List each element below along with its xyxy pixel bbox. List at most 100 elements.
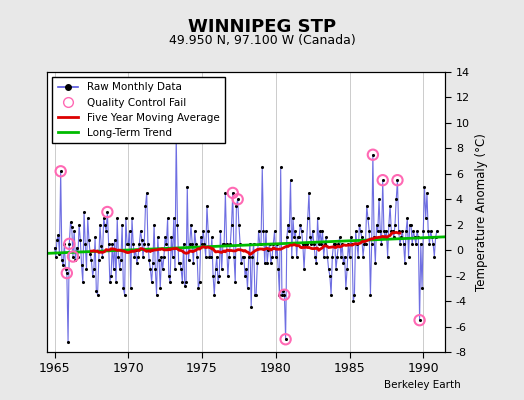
Point <box>106 279 114 285</box>
Point <box>129 241 137 247</box>
Point <box>230 253 238 260</box>
Point <box>143 190 151 196</box>
Point <box>294 234 302 241</box>
Point <box>119 285 127 292</box>
Point <box>273 241 281 247</box>
Point <box>274 266 282 272</box>
Point <box>226 241 235 247</box>
Point <box>310 241 318 247</box>
Point <box>95 257 103 264</box>
Point <box>305 190 313 196</box>
Point <box>74 253 82 260</box>
Legend: Raw Monthly Data, Quality Control Fail, Five Year Moving Average, Long-Term Tren: Raw Monthly Data, Quality Control Fail, … <box>52 77 225 143</box>
Point <box>249 241 258 247</box>
Point <box>288 253 296 260</box>
Point <box>263 260 271 266</box>
Point <box>303 215 312 222</box>
Point <box>335 234 344 241</box>
Point <box>216 228 225 234</box>
Point <box>373 222 381 228</box>
Point <box>178 279 187 285</box>
Point <box>331 241 339 247</box>
Point <box>247 304 255 311</box>
Point <box>118 222 126 228</box>
Point <box>163 215 172 222</box>
Point <box>284 222 292 228</box>
Point <box>177 266 185 272</box>
Point <box>268 253 276 260</box>
Point <box>222 241 231 247</box>
Point <box>337 253 345 260</box>
Point <box>256 241 264 247</box>
Point <box>350 292 358 298</box>
Point <box>202 253 210 260</box>
Point <box>322 234 330 241</box>
Point <box>250 292 259 298</box>
Point <box>423 190 431 196</box>
Point <box>71 257 80 264</box>
Point <box>389 234 398 241</box>
Point <box>82 266 91 272</box>
Point <box>307 241 315 247</box>
Point <box>306 234 314 241</box>
Point <box>253 260 261 266</box>
Point <box>252 292 260 298</box>
Point <box>377 241 386 247</box>
Point <box>136 228 145 234</box>
Point <box>231 279 239 285</box>
Point <box>353 241 361 247</box>
Point <box>341 253 349 260</box>
Point <box>406 222 414 228</box>
Point <box>155 257 163 264</box>
Point <box>333 253 342 260</box>
Point <box>394 177 402 183</box>
Point <box>266 241 274 247</box>
Point <box>346 234 355 241</box>
Point <box>360 241 368 247</box>
Point <box>416 317 424 323</box>
Point <box>357 234 366 241</box>
Point <box>309 228 317 234</box>
Point <box>280 292 289 298</box>
Point <box>75 222 83 228</box>
Point <box>189 260 198 266</box>
Point <box>165 272 173 279</box>
Point <box>86 251 94 257</box>
Point <box>179 241 188 247</box>
Point <box>398 228 407 234</box>
Point <box>101 222 109 228</box>
Point <box>239 253 248 260</box>
Point <box>376 228 385 234</box>
Point <box>378 177 387 183</box>
Point <box>362 241 370 247</box>
Point <box>290 234 298 241</box>
Point <box>385 222 393 228</box>
Point <box>173 222 182 228</box>
Point <box>160 253 168 260</box>
Point <box>356 228 365 234</box>
Point <box>133 260 141 266</box>
Point <box>237 260 246 266</box>
Point <box>295 234 303 241</box>
Point <box>236 241 244 247</box>
Point <box>410 234 419 241</box>
Point <box>135 241 144 247</box>
Point <box>292 253 301 260</box>
Text: WINNIPEG STP: WINNIPEG STP <box>188 18 336 36</box>
Point <box>386 202 394 209</box>
Point <box>65 241 73 247</box>
Text: 49.950 N, 97.100 W (Canada): 49.950 N, 97.100 W (Canada) <box>169 34 355 47</box>
Point <box>103 209 112 215</box>
Point <box>128 215 136 222</box>
Point <box>419 228 428 234</box>
Point <box>228 190 237 196</box>
Point <box>93 292 102 298</box>
Point <box>76 237 84 243</box>
Point <box>64 339 72 345</box>
Point <box>55 251 63 257</box>
Point <box>65 241 73 247</box>
Point <box>405 253 413 260</box>
Point <box>213 253 221 260</box>
Point <box>57 168 65 174</box>
Point <box>111 237 119 243</box>
